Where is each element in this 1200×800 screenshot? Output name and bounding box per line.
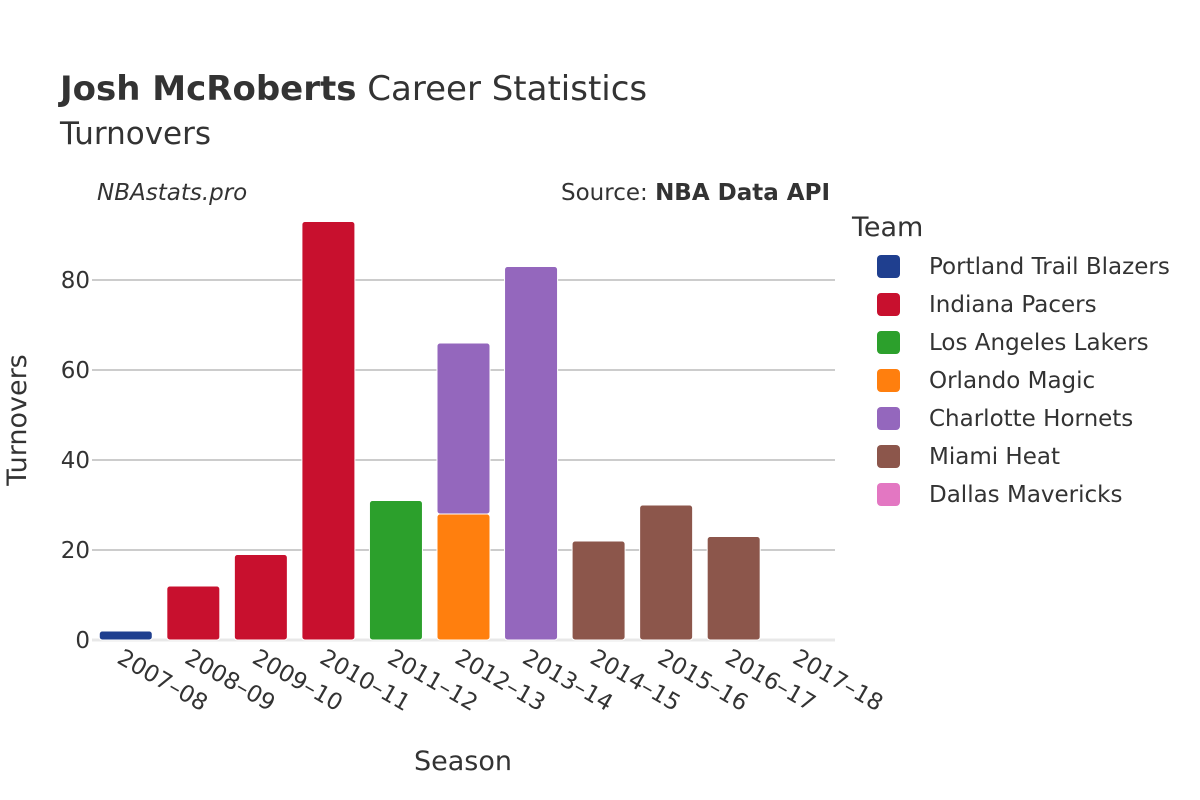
x-axis-ticks: 2007–082008–092009–102010–112011–122012–… bbox=[113, 645, 887, 717]
bar-segment[interactable] bbox=[436, 513, 491, 641]
bar-segment[interactable] bbox=[436, 342, 491, 515]
bar-segment[interactable] bbox=[166, 585, 221, 641]
bars bbox=[98, 221, 761, 641]
legend-item-label: Los Angeles Lakers bbox=[929, 330, 1149, 356]
legend-swatch bbox=[877, 331, 900, 354]
bar-segment[interactable] bbox=[639, 504, 694, 641]
bar-segment[interactable] bbox=[706, 536, 761, 641]
x-axis-title: Season bbox=[414, 746, 512, 777]
y-tick-label: 40 bbox=[61, 448, 90, 474]
chart-subtitle: Turnovers bbox=[59, 116, 211, 152]
legend-swatch bbox=[877, 445, 900, 468]
legend: Portland Trail Blazers Indiana Pacers Los … bbox=[877, 254, 1170, 508]
legend-swatch bbox=[877, 407, 900, 430]
y-axis-title: Turnovers bbox=[2, 354, 33, 487]
legend-item-label: Portland Trail Blazers bbox=[929, 254, 1170, 280]
source-prefix: Source: bbox=[561, 180, 648, 206]
legend-swatch bbox=[877, 369, 900, 392]
bar-segment[interactable] bbox=[504, 266, 559, 641]
legend-swatch bbox=[877, 293, 900, 316]
legend-swatch bbox=[877, 255, 900, 278]
y-tick-label: 20 bbox=[61, 538, 90, 564]
bar-segment[interactable] bbox=[98, 630, 153, 641]
bar-segment[interactable] bbox=[233, 554, 288, 641]
bar-segment[interactable] bbox=[301, 221, 356, 641]
source-credit: Source: NBA Data API bbox=[561, 180, 830, 206]
y-tick-label: 0 bbox=[75, 628, 90, 654]
legend-item-label: Miami Heat bbox=[929, 444, 1060, 470]
legend-item-label: Indiana Pacers bbox=[929, 292, 1097, 318]
bar-segment[interactable] bbox=[571, 540, 626, 641]
y-tick-label: 60 bbox=[61, 358, 90, 384]
y-axis-ticks: 0 20 40 60 80 bbox=[61, 268, 90, 654]
site-credit: NBAstats.pro bbox=[97, 180, 247, 206]
legend-item-label: Orlando Magic bbox=[929, 368, 1095, 394]
legend-swatch bbox=[877, 483, 900, 506]
title-rest: Career Statistics bbox=[367, 69, 647, 109]
chart-title: Josh McRoberts Career Statistics bbox=[58, 69, 647, 109]
legend-title: Team bbox=[851, 212, 923, 243]
legend-item-label: Dallas Mavericks bbox=[929, 482, 1122, 508]
bar-segment[interactable] bbox=[368, 500, 423, 641]
legend-item-label: Charlotte Hornets bbox=[929, 406, 1133, 432]
source-name: NBA Data API bbox=[655, 180, 830, 206]
y-tick-label: 80 bbox=[61, 268, 90, 294]
title-player-name: Josh McRoberts bbox=[58, 69, 356, 109]
